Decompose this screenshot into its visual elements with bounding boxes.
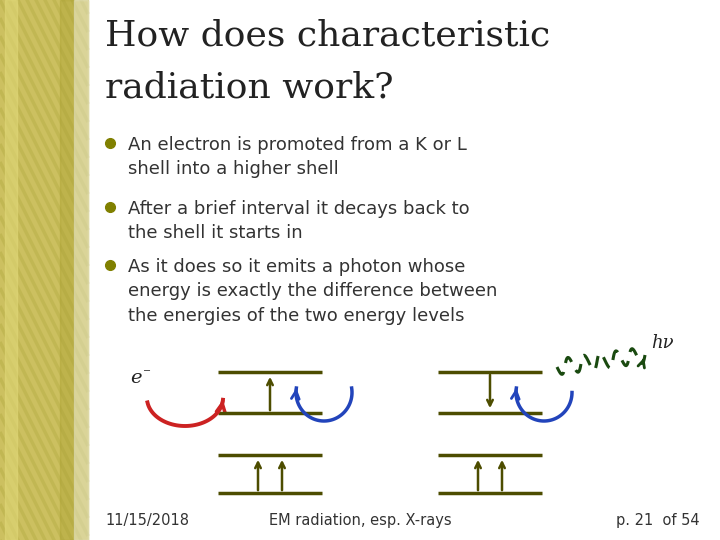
Text: e: e <box>130 369 142 387</box>
Text: p. 21  of 54: p. 21 of 54 <box>616 513 700 528</box>
Text: After a brief interval it decays back to
the shell it starts in: After a brief interval it decays back to… <box>128 200 469 242</box>
Text: EM radiation, esp. X-rays: EM radiation, esp. X-rays <box>269 513 451 528</box>
Text: How does characteristic: How does characteristic <box>105 18 550 52</box>
Bar <box>5 0 17 540</box>
Text: hν: hν <box>651 334 674 352</box>
Text: radiation work?: radiation work? <box>105 70 394 104</box>
Text: ⁻: ⁻ <box>143 367 151 381</box>
Bar <box>0 0 88 540</box>
Text: As it does so it emits a photon whose
energy is exactly the difference between
t: As it does so it emits a photon whose en… <box>128 258 498 325</box>
Text: 11/15/2018: 11/15/2018 <box>105 513 189 528</box>
Bar <box>74 0 88 540</box>
Bar <box>60 0 74 540</box>
Text: An electron is promoted from a K or L
shell into a higher shell: An electron is promoted from a K or L sh… <box>128 136 467 178</box>
